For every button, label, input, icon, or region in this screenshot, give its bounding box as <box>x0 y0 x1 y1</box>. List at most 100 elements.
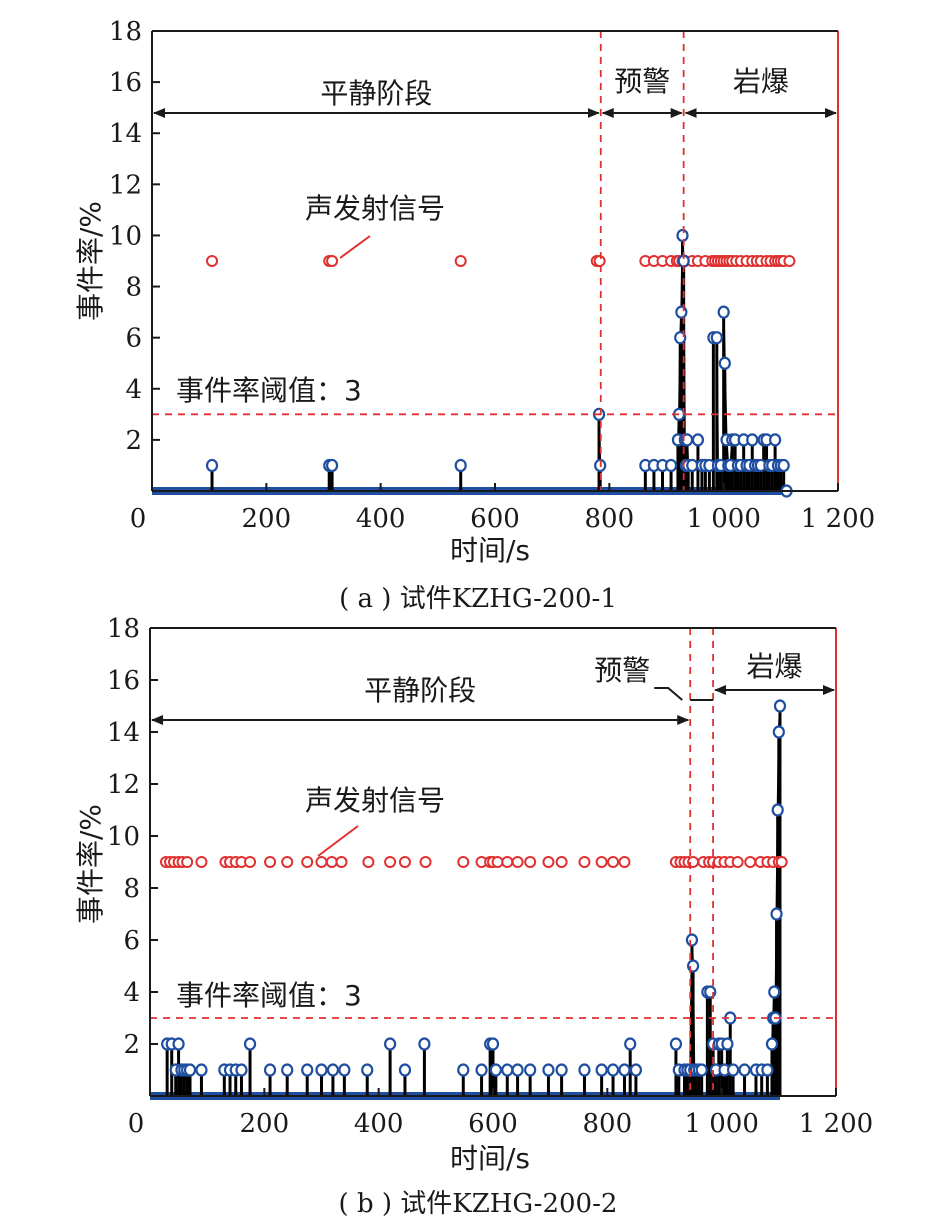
x-tick-label: 1 000 <box>684 1109 758 1139</box>
signal-point <box>618 856 631 868</box>
stage-label: 预警 <box>614 65 670 98</box>
event-rate-point <box>235 1063 248 1077</box>
event-rate-point <box>664 458 678 473</box>
signal-point <box>195 856 208 868</box>
stage-label: 岩爆 <box>733 65 789 98</box>
event-rate-point <box>457 1063 470 1077</box>
signal-leader-line <box>339 235 371 259</box>
event-rate-point <box>511 1063 524 1077</box>
event-rate-point <box>772 725 785 739</box>
y-tick-label: 8 <box>125 273 142 303</box>
y-tick-label: 16 <box>107 666 140 696</box>
signal-point <box>578 856 591 868</box>
y-tick-label: 12 <box>109 170 142 200</box>
event-rate-point <box>674 331 687 345</box>
event-rate-point <box>770 907 783 921</box>
signal-point <box>244 856 257 868</box>
stage-annotations: 平静阶段 预警 岩爆 <box>153 65 837 118</box>
event-rate-point <box>475 1063 488 1077</box>
event-rate-point <box>691 433 705 447</box>
reference-lines <box>150 628 837 1096</box>
x-axis-title: 时间/s <box>450 1142 530 1175</box>
caption: ( a ) 试件KZHG-200-1 <box>339 584 617 614</box>
y-tick-label: 4 <box>125 375 142 405</box>
event-rate-point <box>486 1037 500 1051</box>
signal-point <box>555 856 568 868</box>
y-tick-label: 2 <box>125 426 142 456</box>
signal-point <box>491 856 504 868</box>
event-rate-point <box>501 1063 514 1077</box>
signal-point <box>595 856 608 868</box>
event-rate-point <box>746 433 759 447</box>
signal-point <box>384 856 397 868</box>
y-tick-label: 10 <box>107 822 140 852</box>
x-tick-label: 600 <box>468 1109 518 1139</box>
signal-point <box>501 856 514 868</box>
event-rate-point <box>489 1063 502 1077</box>
stage-label: 预警 <box>594 654 650 687</box>
tick-labels: 2 4 6 8 10 12 14 16 18 0 200 400 600 800 1 000 1 200 <box>107 614 873 1139</box>
event-rate-point <box>338 1063 351 1077</box>
y-tick-label: 4 <box>123 978 140 1008</box>
stem-link <box>682 260 686 440</box>
event-rate-stems <box>150 705 782 1100</box>
event-rate-points <box>205 228 793 498</box>
event-rate-point <box>771 803 784 817</box>
event-rate-point <box>769 433 782 447</box>
event-rate-point <box>676 228 689 243</box>
event-rate-point <box>777 458 790 473</box>
event-rate-point <box>768 985 781 999</box>
event-rate-point <box>454 458 467 473</box>
y-tick-label: 18 <box>109 17 142 47</box>
y-axis-title: 事件率/% <box>74 804 107 924</box>
event-rate-point <box>315 1063 328 1077</box>
x-tick-label: 0 <box>128 1109 145 1139</box>
signal-point <box>783 255 796 267</box>
x-tick-label: 1 200 <box>799 1109 873 1139</box>
panel-a: 2 4 6 8 10 12 14 16 18 0 200 400 600 800 1 000 1 200 平静… <box>74 17 875 614</box>
event-rate-point <box>738 1063 751 1077</box>
event-rate-point <box>685 933 699 947</box>
event-rate-point <box>301 1063 314 1077</box>
event-rate-point <box>361 1063 374 1077</box>
event-rate-point <box>695 1063 708 1077</box>
signal-point <box>731 856 744 868</box>
event-rate-point <box>578 1063 591 1077</box>
acoustic-emission-signals <box>206 255 796 267</box>
x-axis-title: 时间/s <box>450 534 530 567</box>
caption: ( b ) 试件KZHG-200-2 <box>339 1189 618 1219</box>
y-axis-title: 事件率/% <box>74 201 107 321</box>
signal-leader-line <box>317 825 359 857</box>
y-tick-label: 12 <box>107 770 140 800</box>
threshold-label: 事件率阈值：3 <box>176 374 362 407</box>
x-tick-label: 400 <box>354 1109 404 1139</box>
panel-b: 2 4 6 8 10 12 14 16 18 0 200 400 600 800 1 000 1 200 平静… <box>74 614 873 1219</box>
y-tick-label: 2 <box>123 1030 140 1060</box>
event-rate-point <box>606 1063 620 1077</box>
signal-point <box>301 856 314 868</box>
signal-point <box>181 856 194 868</box>
signal-label: 声发射信号 <box>305 784 445 817</box>
x-tick-label: 400 <box>356 504 406 534</box>
event-rate-point <box>721 1037 734 1051</box>
y-tick-label: 6 <box>125 324 142 354</box>
signal-point <box>542 856 555 868</box>
x-tick-label: 1 200 <box>801 504 875 534</box>
event-rate-point <box>669 1037 683 1051</box>
event-rate-point <box>325 458 339 473</box>
event-rate-point <box>624 1037 637 1051</box>
stage-label: 平静阶段 <box>364 674 476 707</box>
signal-point <box>524 856 537 868</box>
signal-point <box>454 255 467 267</box>
signal-point <box>206 255 219 267</box>
reference-lines <box>152 31 839 491</box>
stem-link <box>722 312 726 364</box>
y-tick-label: 10 <box>109 221 142 251</box>
x-tick-label: 600 <box>470 504 520 534</box>
x-tick-label: 0 <box>130 504 147 534</box>
event-rate-point <box>595 1063 608 1077</box>
event-rate-point <box>726 1063 740 1077</box>
stage-leader <box>654 687 683 701</box>
signal-point <box>326 255 339 267</box>
